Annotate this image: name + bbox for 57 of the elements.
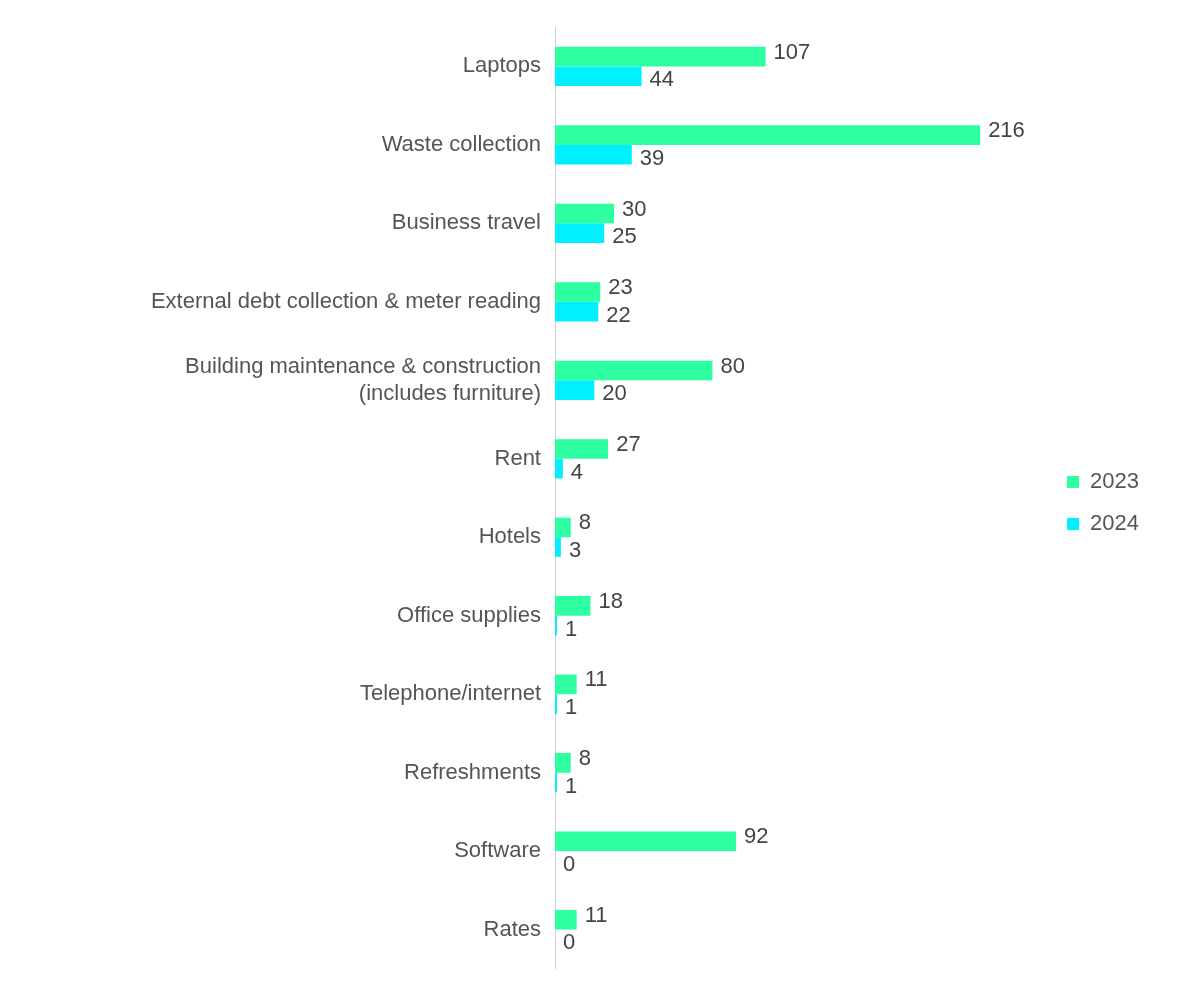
bar [555, 46, 766, 67]
bar [555, 596, 591, 616]
data-label: 25 [612, 223, 637, 249]
data-label: 27 [616, 431, 641, 457]
bar [555, 66, 642, 87]
bar [555, 674, 577, 695]
data-label: 23 [608, 274, 633, 300]
data-label: 92 [744, 823, 769, 849]
data-label: 4 [570, 458, 584, 484]
data-label: 0 [563, 850, 576, 876]
data-label: 0 [563, 929, 576, 955]
legend-label: 2024 [1090, 510, 1140, 536]
data-label: 11 [584, 666, 608, 692]
y-tick-label: Rates [483, 915, 541, 941]
data-label: 39 [639, 144, 665, 170]
y-tick-label: Software [454, 837, 541, 863]
data-label: 1 [564, 694, 578, 720]
data-label: 20 [602, 380, 627, 406]
data-label: 216 [988, 117, 1025, 143]
bar [555, 223, 605, 243]
y-tick-label: Hotels [478, 523, 541, 549]
y-tick-label: Laptops [462, 52, 541, 78]
y-tick-label: Refreshments [404, 758, 541, 784]
y-tick-label: Building maintenance & construction (includes furniture) [185, 353, 541, 405]
data-label: 8 [578, 509, 591, 535]
bar [555, 537, 561, 557]
data-label: 80 [720, 352, 745, 378]
bar [555, 203, 615, 224]
data-label: 107 [773, 38, 811, 64]
y-tick-label: Office supplies [397, 601, 541, 627]
bar [555, 125, 981, 145]
bar [555, 144, 632, 165]
bar [555, 301, 599, 322]
y-tick-label: External debt collection & meter reading [150, 287, 541, 313]
data-label: 30 [622, 195, 647, 221]
data-label: 3 [568, 537, 582, 563]
bar [555, 458, 563, 479]
data-label: 11 [584, 901, 608, 927]
data-label: 1 [564, 772, 578, 798]
bar [555, 753, 571, 773]
y-tick-label: Telephone/internet [359, 680, 541, 706]
data-label: 8 [578, 744, 591, 770]
bar [555, 439, 609, 459]
y-tick-label: Rent [494, 444, 541, 470]
data-label: 22 [606, 301, 631, 327]
bar [555, 360, 713, 381]
bar [555, 909, 577, 930]
legend-label: 2023 [1090, 468, 1140, 494]
bar [555, 517, 571, 538]
y-tick-label: Waste collection [381, 130, 541, 156]
bar [555, 282, 601, 302]
data-label: 18 [598, 587, 623, 613]
bar [555, 831, 737, 852]
y-tick-label: Business travel [391, 209, 541, 235]
data-label: 1 [564, 615, 578, 641]
bar [555, 380, 595, 400]
data-label: 44 [649, 66, 675, 92]
